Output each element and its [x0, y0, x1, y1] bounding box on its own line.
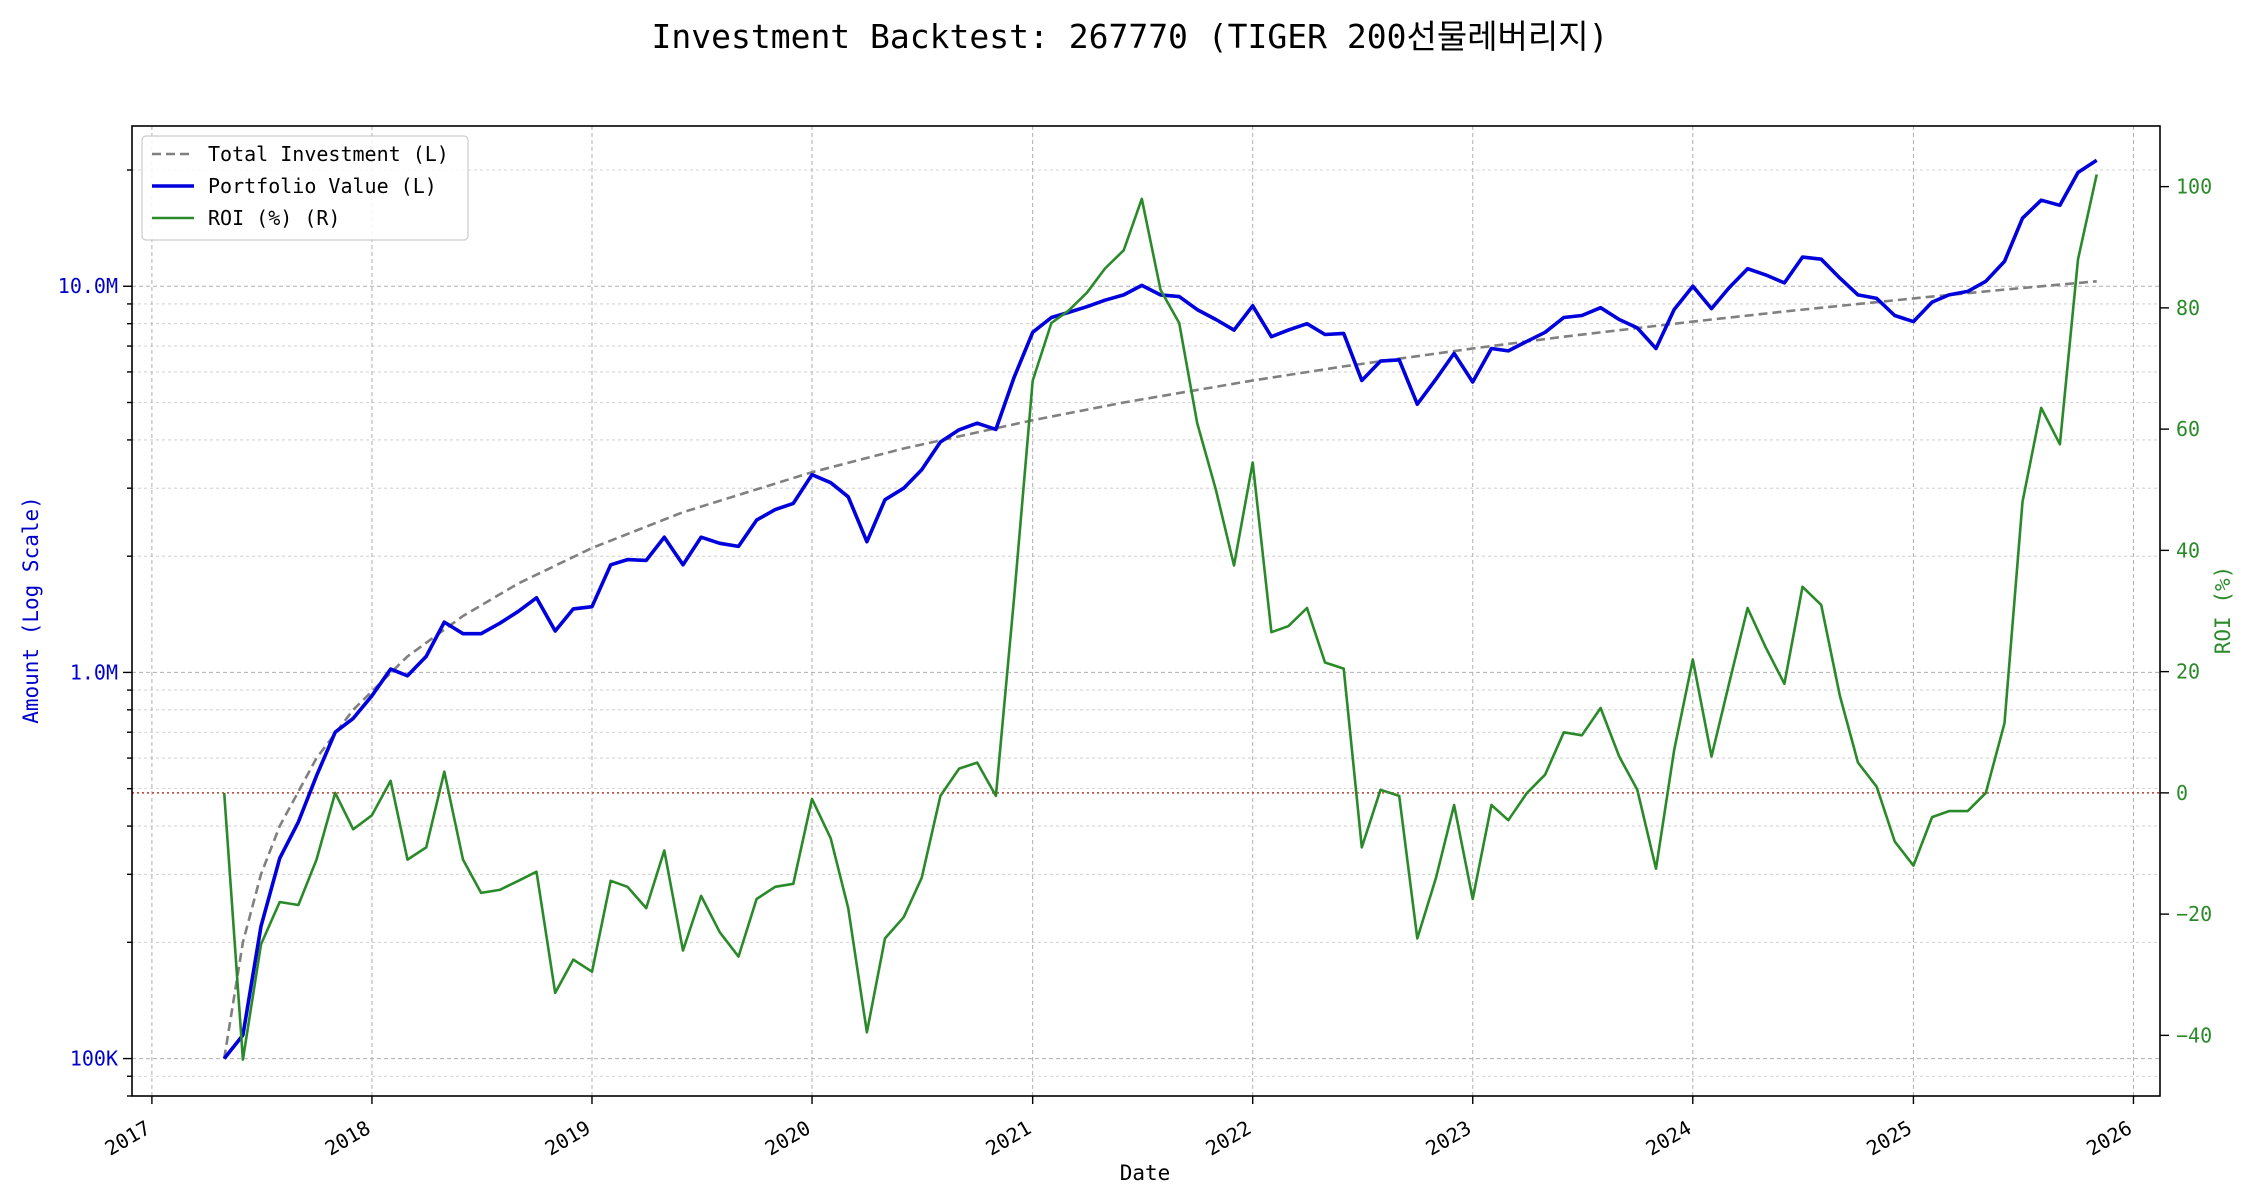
x-axis-ticks: 2017 2018 2019 2020 2021 2022 2023 2024 2025 2026	[101, 1096, 2136, 1160]
x-tick-label: 2026	[2082, 1116, 2136, 1161]
y-left-tick-label: 100K	[70, 1047, 118, 1071]
legend-label-0: Total Investment (L)	[208, 142, 449, 166]
plot-frame	[131, 125, 2161, 1097]
x-axis-label: Date	[1120, 1161, 1171, 1185]
y-left-tick-label: 1.0M	[70, 660, 118, 684]
series-line-0	[222, 280, 2097, 1059]
y-right-axis-ticks: −40 −20 0 20 40 60 80 100	[2160, 175, 2212, 1047]
y-left-axis-label: Amount (Log Scale)	[19, 496, 43, 724]
legend-label-1: Portfolio Value (L)	[208, 174, 437, 198]
chart-title: Investment Backtest: 267770 (TIGER 200선물…	[652, 17, 1609, 56]
y-right-tick-label: −20	[2176, 902, 2212, 926]
x-tick-label: 2023	[1422, 1116, 1476, 1161]
y-right-tick-label: −40	[2176, 1023, 2212, 1047]
y-right-tick-label: 0	[2176, 781, 2188, 805]
y-right-tick-label: 40	[2176, 538, 2200, 562]
x-tick-label: 2025	[1862, 1116, 1916, 1161]
series-layer	[222, 158, 2098, 1061]
y-right-axis-label: ROI (%)	[2211, 566, 2235, 655]
y-left-axis-ticks: 100K 1.0M 10.0M	[58, 169, 132, 1097]
x-tick-label: 2020	[761, 1116, 815, 1161]
y-right-tick-label: 80	[2176, 296, 2200, 320]
x-tick-label: 2018	[321, 1116, 375, 1161]
x-tick-label: 2022	[1201, 1116, 1255, 1161]
legend-box	[141, 135, 469, 241]
x-tick-label: 2021	[981, 1116, 1035, 1161]
legend-label-2: ROI (%) (R)	[208, 206, 340, 230]
y-right-tick-label: 100	[2176, 175, 2212, 199]
y-right-tick-label: 20	[2176, 660, 2200, 684]
grid-layer	[132, 126, 2160, 1097]
x-tick-label: 2017	[101, 1116, 155, 1161]
series-line-2	[222, 174, 2098, 1061]
y-left-tick-label: 10.0M	[58, 274, 118, 298]
x-tick-label: 2019	[541, 1116, 595, 1161]
series-line-1	[222, 158, 2098, 1060]
y-right-tick-label: 60	[2176, 417, 2200, 441]
x-tick-label: 2024	[1642, 1116, 1696, 1161]
legend: Total Investment (L) Portfolio Value (L) R…	[141, 135, 469, 241]
